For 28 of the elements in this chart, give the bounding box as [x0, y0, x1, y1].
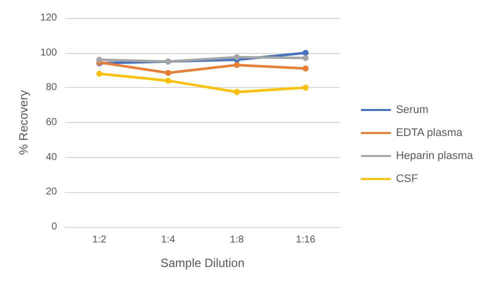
- point: [302, 84, 309, 91]
- y-tick-label: 120: [40, 12, 58, 24]
- x-axis-title: Sample Dilution: [160, 256, 245, 270]
- point: [165, 70, 172, 76]
- x-tick-label: 1:16: [296, 234, 316, 246]
- y-tick-label: 60: [46, 117, 58, 128]
- x-tick-label: 1:2: [92, 234, 107, 246]
- point: [302, 50, 309, 56]
- y-tick-label: 20: [46, 186, 58, 198]
- point: [302, 66, 309, 72]
- point: [96, 70, 102, 77]
- x-tick-label: 1:4: [161, 234, 176, 246]
- legend-label: Serum: [396, 104, 428, 116]
- y-tick-label: 0: [51, 222, 58, 232]
- legend-label: EDTA plasma: [396, 127, 464, 139]
- point: [234, 89, 240, 96]
- x-tick-label: 1:8: [230, 234, 244, 246]
- y-tick-label: 100: [40, 47, 58, 58]
- point: [96, 56, 102, 63]
- legend-label: CSF: [396, 173, 418, 185]
- y-tick-label: 40: [46, 152, 58, 163]
- point: [234, 62, 240, 68]
- point: [234, 54, 240, 60]
- point: [165, 78, 172, 84]
- legend-label: Heparin plasma: [396, 150, 474, 162]
- point: [302, 55, 309, 62]
- y-axis-title: % Recovery: [16, 90, 30, 155]
- y-tick-label: 80: [46, 82, 58, 94]
